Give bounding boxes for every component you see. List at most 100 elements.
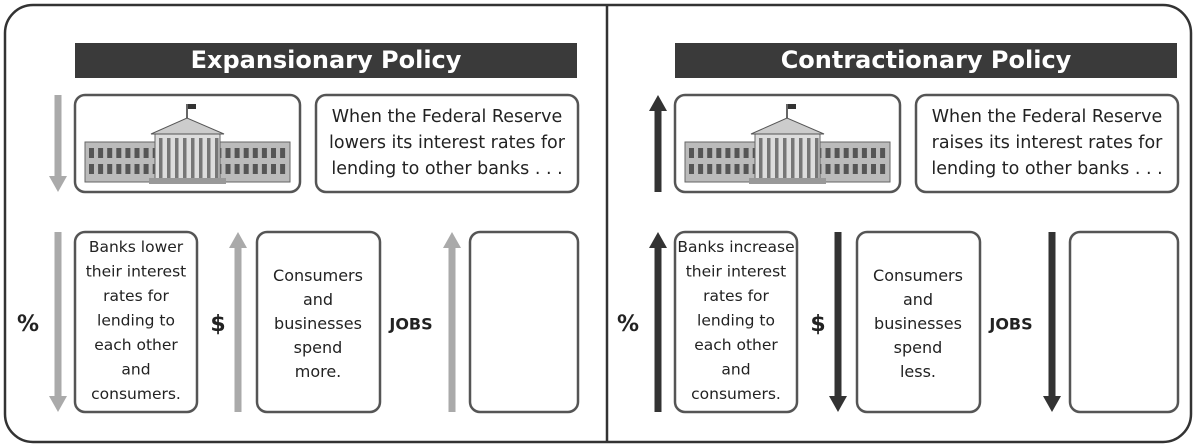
- window: [271, 148, 276, 158]
- column: [783, 138, 787, 178]
- window: [844, 164, 849, 174]
- window: [744, 164, 749, 174]
- window: [280, 148, 285, 158]
- window: [880, 164, 885, 174]
- consumers-text-line: more.: [295, 362, 342, 381]
- window: [226, 148, 231, 158]
- window: [98, 164, 103, 174]
- spend-symbol: $: [810, 312, 825, 337]
- window: [262, 164, 267, 174]
- jobs-label: JOBS: [388, 315, 432, 334]
- window: [835, 164, 840, 174]
- window: [853, 164, 858, 174]
- window: [135, 148, 140, 158]
- page: Expansionary Policy When the Federal Rese…: [0, 0, 1196, 447]
- window: [725, 148, 730, 158]
- window: [235, 164, 240, 174]
- window: [689, 148, 694, 158]
- window: [89, 148, 94, 158]
- consumers-text-line: spend: [894, 338, 943, 357]
- consumers-text-line: Consumers: [273, 266, 363, 285]
- consumers-text-line: Consumers: [873, 266, 963, 285]
- banks-text-line: Banks lower: [89, 238, 184, 256]
- consumers-text-line: businesses: [274, 314, 362, 333]
- fed-text-line: lending to other banks . . .: [931, 159, 1162, 179]
- window: [735, 148, 740, 158]
- window: [235, 148, 240, 158]
- column: [215, 138, 219, 178]
- window: [226, 164, 231, 174]
- window: [725, 164, 730, 174]
- fed-text-line: When the Federal Reserve: [932, 107, 1163, 127]
- window: [716, 148, 721, 158]
- column: [767, 138, 771, 178]
- window: [707, 164, 712, 174]
- banks-text-line: each other: [94, 336, 178, 354]
- window: [835, 148, 840, 158]
- window: [698, 148, 703, 158]
- fed-text-line: lending to other banks . . .: [331, 159, 562, 179]
- column: [167, 138, 171, 178]
- window: [144, 164, 149, 174]
- rate-symbol: %: [17, 312, 39, 337]
- window: [744, 148, 749, 158]
- banks-text-line: lending to: [97, 311, 175, 329]
- window: [707, 148, 712, 158]
- column: [199, 138, 203, 178]
- window: [735, 164, 740, 174]
- consumers-text-line: and: [903, 290, 933, 309]
- jobs-label: JOBS: [988, 315, 1032, 334]
- column: [807, 138, 811, 178]
- banks-text-line: and: [121, 360, 150, 378]
- fed-text: When the Federal Reserve raises its inter…: [931, 107, 1163, 179]
- rate-symbol: %: [617, 312, 639, 337]
- fed-text-line: lowers its interest rates for: [329, 133, 566, 153]
- window: [826, 164, 831, 174]
- window: [253, 148, 258, 158]
- window: [125, 148, 130, 158]
- banks-text-line: consumers.: [691, 385, 781, 403]
- column: [183, 138, 187, 178]
- window: [125, 164, 130, 174]
- window: [871, 148, 876, 158]
- window: [871, 164, 876, 174]
- window: [116, 164, 121, 174]
- consumers-text-line: businesses: [874, 314, 962, 333]
- window: [244, 148, 249, 158]
- banks-text-line: their interest: [686, 262, 787, 280]
- jobs-box: [470, 232, 578, 412]
- flag: [188, 104, 196, 109]
- window: [844, 148, 849, 158]
- banks-text-line: each other: [694, 336, 778, 354]
- window: [107, 148, 112, 158]
- spend-symbol: $: [210, 312, 225, 337]
- column: [175, 138, 179, 178]
- fed-text-line: raises its interest rates for: [932, 133, 1164, 153]
- column: [191, 138, 195, 178]
- banks-text-line: lending to: [697, 311, 775, 329]
- banks-text-line: rates for: [703, 287, 769, 305]
- window: [107, 164, 112, 174]
- window: [853, 148, 858, 158]
- window: [698, 164, 703, 174]
- window: [262, 148, 267, 158]
- banks-text-line: their interest: [86, 262, 187, 280]
- banks-text-line: Banks increase: [677, 238, 794, 256]
- steps: [749, 178, 826, 184]
- column: [815, 138, 819, 178]
- panel-title: Contractionary Policy: [781, 46, 1072, 74]
- banks-text-line: consumers.: [91, 385, 181, 403]
- window: [716, 164, 721, 174]
- column: [791, 138, 795, 178]
- column: [759, 138, 763, 178]
- window: [689, 164, 694, 174]
- window: [98, 148, 103, 158]
- consumers-text-line: spend: [294, 338, 343, 357]
- window: [280, 164, 285, 174]
- window: [144, 148, 149, 158]
- window: [880, 148, 885, 158]
- window: [271, 164, 276, 174]
- panel-title: Expansionary Policy: [191, 46, 462, 74]
- consumers-text-line: less.: [900, 362, 936, 381]
- fed-text: When the Federal Reservelowers its inter…: [329, 107, 566, 179]
